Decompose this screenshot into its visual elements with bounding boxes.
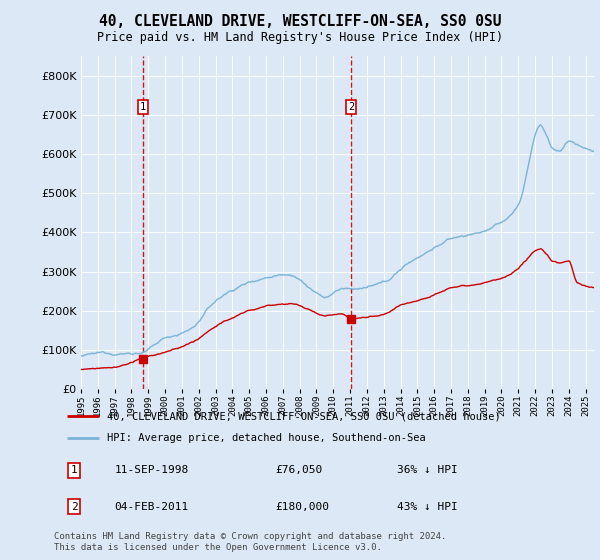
Text: 43% ↓ HPI: 43% ↓ HPI: [397, 502, 458, 512]
Text: 1: 1: [140, 102, 146, 112]
Text: 40, CLEVELAND DRIVE, WESTCLIFF-ON-SEA, SS0 0SU: 40, CLEVELAND DRIVE, WESTCLIFF-ON-SEA, S…: [99, 14, 501, 29]
Text: 11-SEP-1998: 11-SEP-1998: [115, 465, 189, 475]
Text: Price paid vs. HM Land Registry's House Price Index (HPI): Price paid vs. HM Land Registry's House …: [97, 31, 503, 44]
Text: Contains HM Land Registry data © Crown copyright and database right 2024.
This d: Contains HM Land Registry data © Crown c…: [54, 532, 446, 552]
Text: 2: 2: [349, 102, 355, 112]
Text: 2: 2: [71, 502, 77, 512]
Text: HPI: Average price, detached house, Southend-on-Sea: HPI: Average price, detached house, Sout…: [107, 433, 425, 443]
Text: £76,050: £76,050: [276, 465, 323, 475]
Text: £180,000: £180,000: [276, 502, 330, 512]
Text: 40, CLEVELAND DRIVE, WESTCLIFF-ON-SEA, SS0 0SU (detached house): 40, CLEVELAND DRIVE, WESTCLIFF-ON-SEA, S…: [107, 411, 500, 421]
Text: 04-FEB-2011: 04-FEB-2011: [115, 502, 189, 512]
Text: 1: 1: [71, 465, 77, 475]
Text: 36% ↓ HPI: 36% ↓ HPI: [397, 465, 458, 475]
